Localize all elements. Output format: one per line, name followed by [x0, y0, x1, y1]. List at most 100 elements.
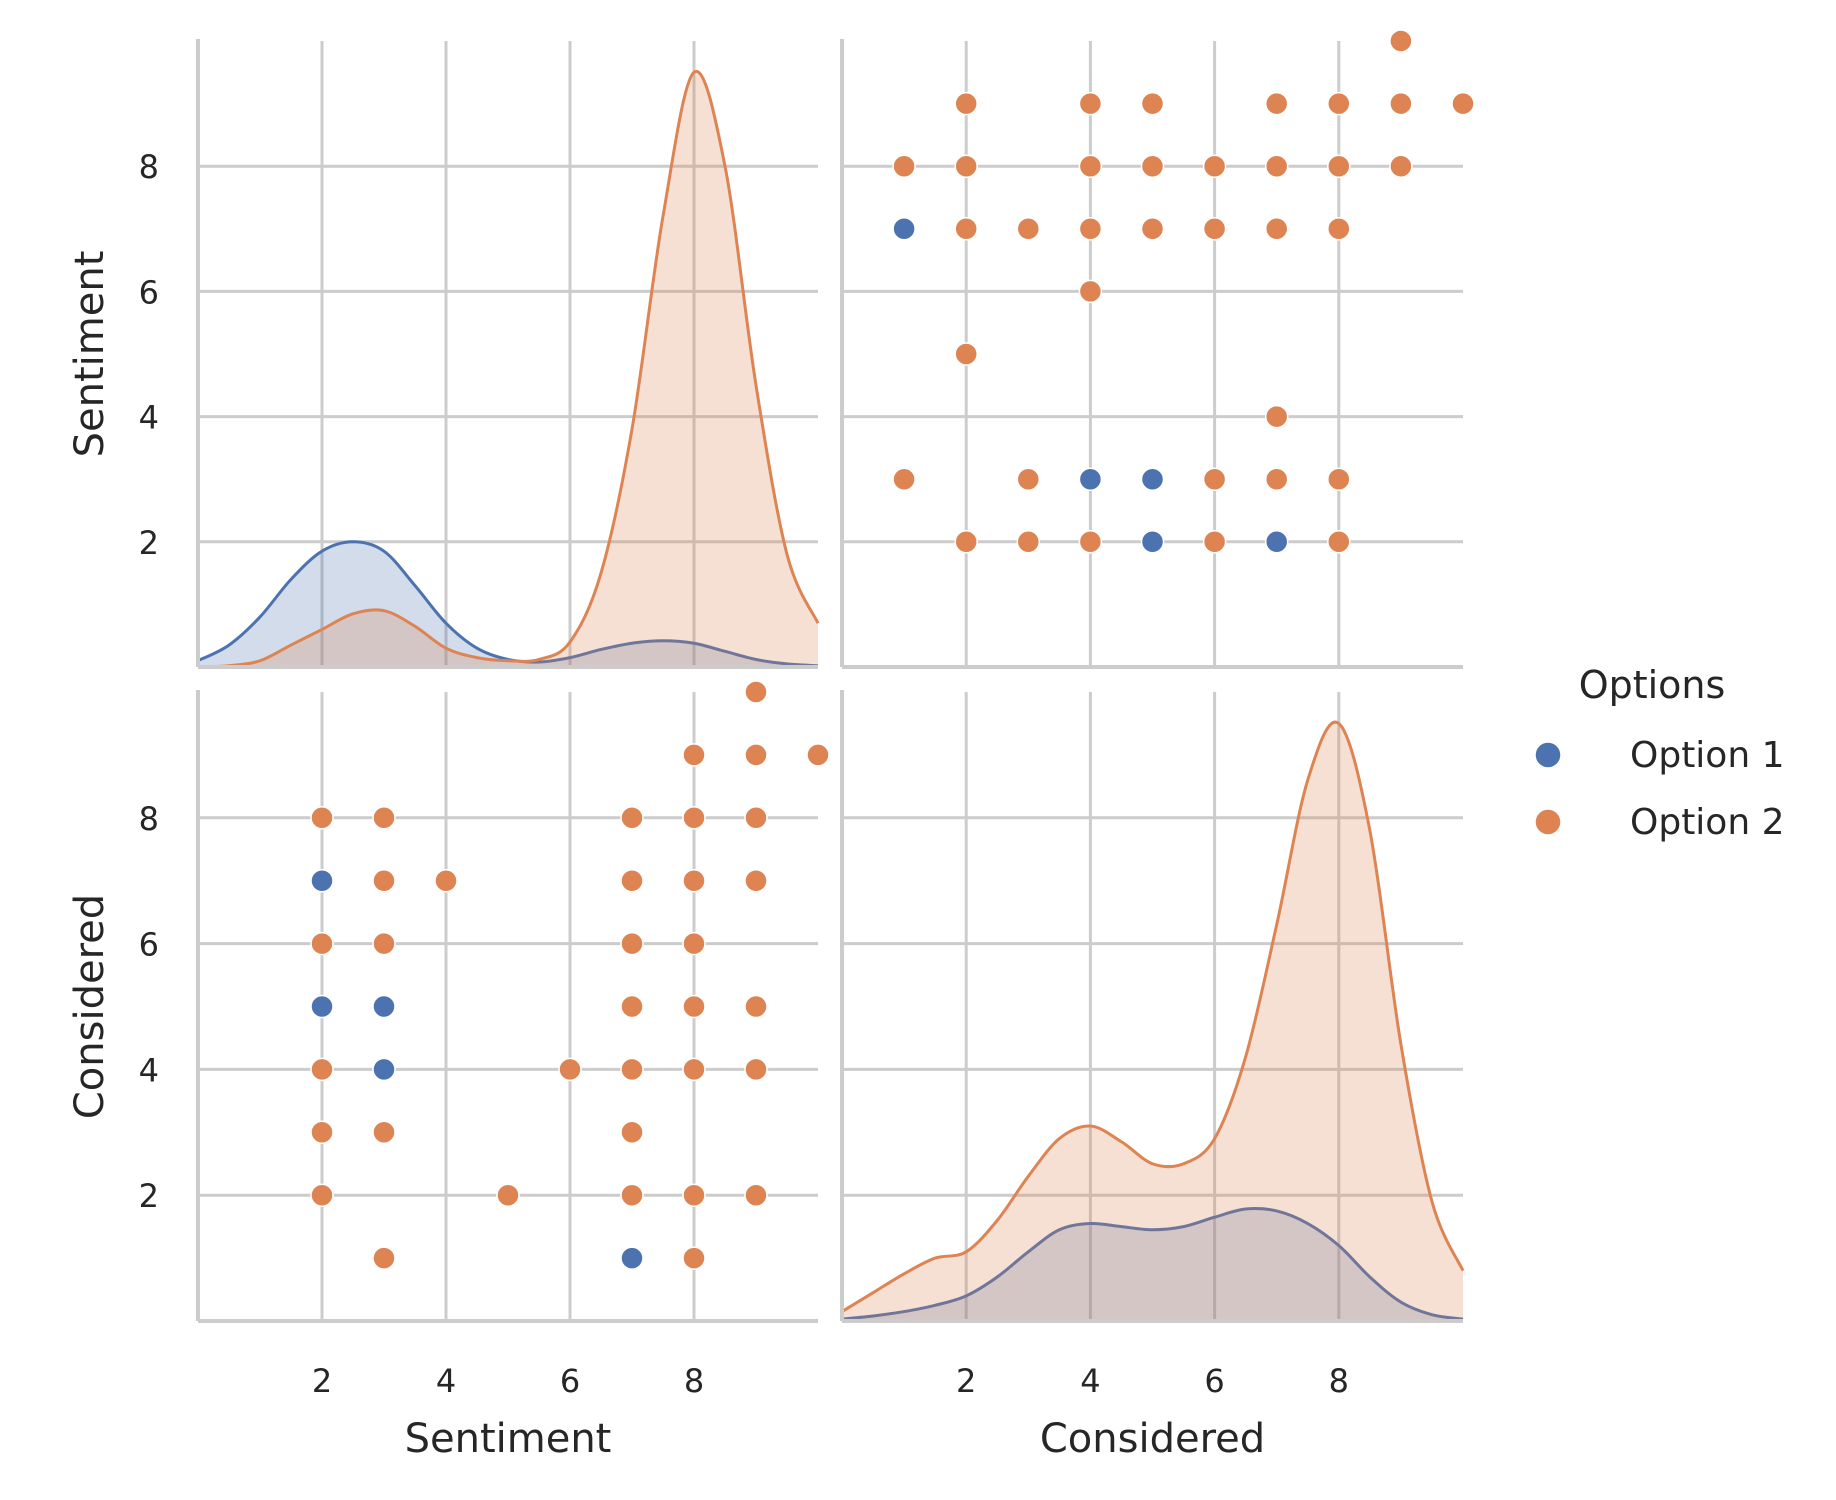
data-point-option-2	[310, 1183, 334, 1207]
data-point-option-2	[682, 931, 706, 956]
data-point-option-1	[372, 994, 396, 1019]
data-point-option-2	[1327, 467, 1351, 491]
data-point-option-2	[310, 931, 334, 956]
legend-title: Options	[1579, 663, 1726, 707]
legend-marker-option-2	[1534, 808, 1562, 836]
data-point-option-2	[744, 680, 768, 704]
legend-marker-option-1	[1534, 741, 1562, 769]
data-point-option-2	[1078, 530, 1103, 554]
x-axis-label-considered: Considered	[1040, 1416, 1265, 1462]
data-point-option-2	[1264, 91, 1289, 116]
panel-considered-vs-sentiment: 2 4 6 8 2 4 6 8	[139, 680, 830, 1400]
data-point-option-1	[1078, 467, 1103, 491]
kde-line-option-1	[841, 1207, 1464, 1321]
x-tick-label: 2	[956, 1362, 976, 1400]
kde-area-option-1	[842, 1208, 1463, 1321]
data-point-option-2	[1451, 91, 1475, 116]
data-point-option-1	[892, 217, 916, 241]
data-point-option-2	[744, 994, 768, 1019]
data-point-option-2	[1264, 154, 1289, 178]
data-point-option-2	[682, 868, 706, 893]
data-point-option-1	[1140, 467, 1165, 491]
data-point-option-2	[954, 530, 978, 554]
data-point-option-1	[310, 994, 334, 1019]
panel-sentiment-vs-sentiment: 2 4 6 8	[139, 39, 820, 669]
data-point-option-2	[1016, 467, 1041, 491]
data-point-option-2	[1327, 154, 1351, 178]
data-point-option-2	[496, 1183, 520, 1207]
data-point-option-2	[1264, 404, 1289, 429]
x-tick-label: 4	[436, 1362, 456, 1400]
x-tick-label: 8	[1329, 1362, 1349, 1400]
data-point-option-2	[1202, 467, 1227, 491]
data-point-option-2	[1389, 91, 1413, 116]
y-axis-label-considered: Considered	[67, 894, 113, 1119]
x-tick-label: 4	[1080, 1362, 1100, 1400]
data-point-option-2	[558, 1057, 582, 1082]
data-point-option-1	[310, 868, 334, 893]
kde-area-option-1	[198, 541, 818, 667]
data-point-option-2	[372, 931, 396, 956]
data-point-option-2	[954, 342, 978, 366]
data-point-option-2	[1140, 217, 1165, 241]
y-tick-label: 4	[139, 1051, 159, 1089]
x-tick-label: 6	[560, 1362, 580, 1400]
data-point-option-2	[372, 1120, 396, 1145]
data-point-option-1	[620, 1246, 644, 1270]
data-point-option-2	[1078, 154, 1103, 178]
data-point-option-2	[682, 806, 706, 830]
data-point-option-2	[372, 806, 396, 830]
y-tick-label: 2	[139, 1177, 159, 1215]
y-tick-label: 4	[139, 399, 159, 437]
data-point-option-2	[806, 743, 830, 767]
data-point-option-2	[1202, 530, 1227, 554]
data-point-option-2	[1327, 530, 1351, 554]
data-point-option-2	[1389, 154, 1413, 178]
y-tick-label: 6	[139, 273, 159, 311]
data-point-option-2	[434, 868, 458, 893]
data-point-option-2	[1264, 217, 1289, 241]
data-point-option-2	[310, 1057, 334, 1082]
data-point-option-2	[620, 1120, 644, 1145]
data-point-option-2	[620, 806, 644, 830]
y-tick-label: 2	[139, 524, 159, 562]
data-point-option-2	[620, 868, 644, 893]
kde-line-option-2	[197, 69, 820, 669]
y-tick-label: 8	[139, 148, 159, 186]
data-point-option-2	[372, 1246, 396, 1270]
data-point-option-2	[954, 154, 978, 178]
data-point-option-2	[620, 1057, 644, 1082]
x-axis-label-sentiment: Sentiment	[405, 1416, 612, 1462]
y-tick-label: 8	[139, 800, 159, 838]
data-point-option-2	[1327, 217, 1351, 241]
data-point-option-2	[1016, 530, 1041, 554]
data-point-option-2	[682, 1246, 706, 1270]
data-point-option-2	[744, 868, 768, 893]
panel-sentiment-vs-considered	[840, 29, 1475, 669]
data-point-option-2	[1264, 467, 1289, 491]
data-point-option-2	[892, 467, 916, 491]
data-point-option-2	[1140, 154, 1165, 178]
data-point-option-2	[682, 1183, 706, 1207]
data-point-option-2	[310, 806, 334, 830]
y-axis-label-sentiment: Sentiment	[67, 251, 113, 458]
legend-label: Option 2	[1630, 802, 1785, 843]
data-point-option-2	[744, 806, 768, 830]
x-tick-label: 6	[1204, 1362, 1224, 1400]
data-point-option-2	[682, 743, 706, 767]
kde-line-option-2	[841, 720, 1465, 1313]
data-point-option-2	[1327, 91, 1351, 116]
data-point-option-2	[954, 217, 978, 241]
data-point-option-2	[744, 1183, 768, 1207]
data-point-option-2	[1140, 91, 1165, 116]
kde-area-option-2	[842, 722, 1463, 1321]
data-point-option-2	[744, 743, 768, 767]
legend-label: Option 1	[1630, 735, 1785, 776]
data-point-option-2	[682, 1057, 706, 1082]
x-tick-label: 2	[312, 1362, 332, 1400]
data-point-option-2	[620, 994, 644, 1019]
data-point-option-2	[620, 931, 644, 956]
data-point-option-1	[372, 1057, 396, 1082]
data-point-option-2	[892, 154, 916, 178]
